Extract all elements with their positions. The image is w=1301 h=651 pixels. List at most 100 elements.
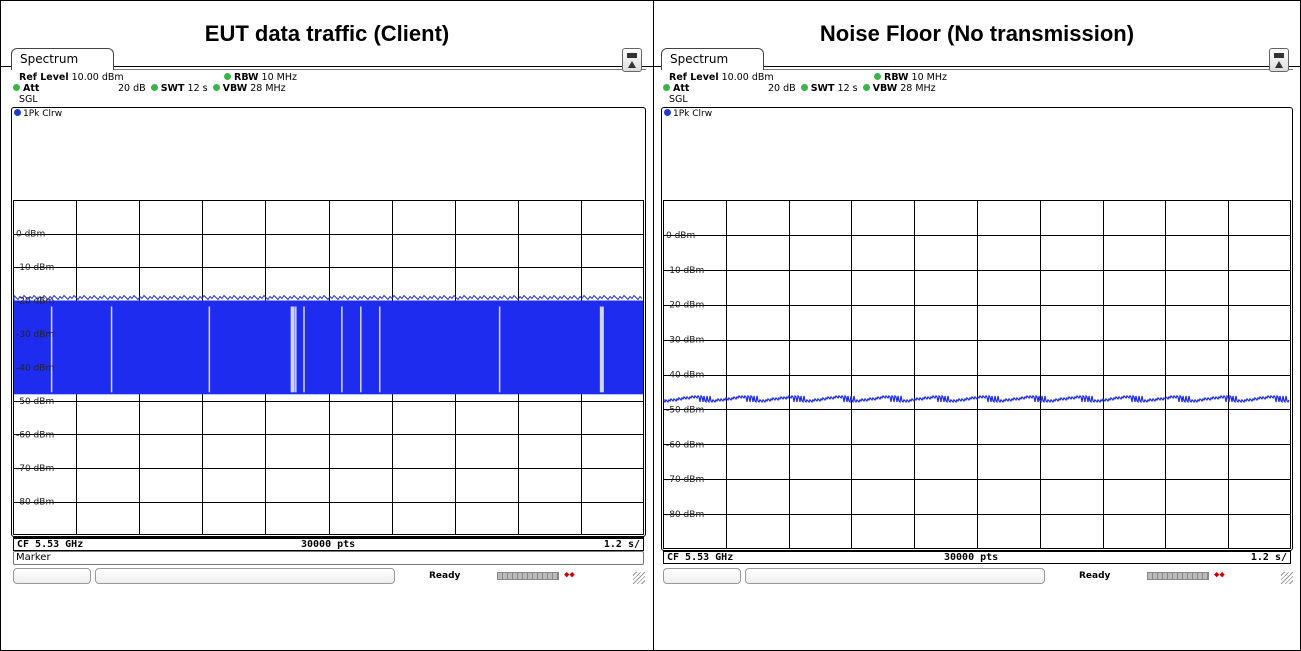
y-tick-label: -30 dBm (666, 336, 704, 346)
y-tick-label: -50 dBm (666, 405, 704, 415)
att-swt-vbw: 20 dB SWT 12 s VBW 28 MHz (768, 83, 936, 94)
y-tick-label: 0 dBm (666, 231, 695, 241)
att-indicator-icon (13, 84, 20, 91)
trace-label: 1Pk Clrw (664, 109, 712, 119)
ref-level-label: Ref Level (19, 72, 69, 83)
trace-window: 1Pk Clrw (11, 107, 646, 537)
vbw-value: 28 MHz (250, 83, 286, 94)
y-tick-label: 0 dBm (16, 230, 45, 240)
y-tick-label: -80 dBm (666, 510, 704, 520)
y-tick-label: -60 dBm (666, 440, 704, 450)
time-per-div: 1.2 s/ (603, 539, 640, 550)
tab-spectrum[interactable]: Spectrum (661, 48, 764, 70)
y-tick-label: -70 dBm (16, 464, 54, 474)
trace-label: 1Pk Clrw (14, 109, 62, 119)
y-tick-label: -40 dBm (666, 371, 704, 381)
trace-indicator-icon (14, 109, 21, 116)
tab-underline (764, 69, 1293, 70)
softkey-field-2[interactable] (95, 568, 395, 584)
status-bar: Ready ◆◆ (661, 568, 1293, 586)
softkey-field-1[interactable] (663, 568, 741, 584)
rs-logo-icon: ◆◆ (564, 570, 575, 580)
softkey-field-1[interactable] (13, 568, 91, 584)
trace-label-text: 1Pk Clrw (23, 109, 63, 119)
y-tick-label: -20 dBm (16, 297, 54, 307)
traffic-trace-peak (13, 294, 643, 301)
rbw-indicator-icon (224, 73, 231, 80)
plot-footer: CF 5.53 GHz 30000 pts 1.2 s/ (663, 550, 1291, 564)
y-tick-label: -30 dBm (16, 330, 54, 340)
rbw-setting: RBW 10 MHz (222, 72, 297, 83)
rbw-indicator-icon (874, 73, 881, 80)
ref-level-label: Ref Level (669, 72, 719, 83)
traffic-gap (498, 306, 501, 393)
traffic-gap (110, 306, 113, 393)
resize-grip-icon[interactable] (1281, 572, 1293, 584)
progress-indicator (497, 572, 559, 580)
rbw-value: 10 MHz (261, 72, 297, 83)
resize-grip-icon[interactable] (633, 572, 645, 584)
center-frequency: CF 5.53 GHz (17, 539, 84, 550)
display-config-icon[interactable] (1269, 48, 1289, 72)
sweep-mode: SGL (669, 94, 688, 105)
att-swt-vbw: 20 dB SWT 12 s VBW 28 MHz (118, 83, 286, 94)
settings-line-1: Ref Level 10.00 dBm (669, 72, 774, 83)
display-config-icon[interactable] (622, 48, 642, 72)
sweep-mode: SGL (19, 94, 38, 105)
spectrum-plot: 0 dBm -10 dBm -20 dBm -30 dBm -40 dBm -50 dBm… (13, 200, 644, 535)
ref-level-value: 10.00 dBm (71, 72, 124, 83)
panel-header: Noise Floor (No transmission) (654, 1, 1300, 67)
status-bar: Ready ◆◆ (11, 568, 646, 586)
vbw-label: VBW (872, 83, 898, 94)
sweep-points: 30000 pts (301, 539, 356, 550)
spectrum-analyzer-screen: Spectrum Ref Level 10.00 dBm RBW 10 MHz … (661, 48, 1293, 603)
vbw-indicator-icon (212, 84, 220, 91)
traffic-gap (290, 306, 295, 393)
trace-indicator-icon (664, 109, 671, 116)
trace-label-text: 1Pk Clrw (673, 109, 713, 119)
vbw-label: VBW (222, 83, 248, 94)
panel-eut-traffic: EUT data traffic (Client) Spectrum Ref L… (1, 1, 654, 650)
y-tick-label: -60 dBm (16, 431, 54, 441)
tab-spectrum[interactable]: Spectrum (11, 48, 114, 70)
plot-footer: CF 5.53 GHz 30000 pts 1.2 s/ (13, 537, 644, 551)
att-value: 20 dB (768, 83, 796, 94)
y-tick-label: -10 dBm (666, 266, 704, 276)
rbw-label: RBW (884, 72, 909, 83)
vbw-value: 28 MHz (900, 83, 936, 94)
status-text: Ready (429, 571, 461, 581)
att-indicator-icon (663, 84, 670, 91)
traffic-trace-band (14, 300, 643, 395)
spectrum-analyzer-screen: Spectrum Ref Level 10.00 dBm RBW 10 MHz … (11, 48, 646, 603)
traffic-gap (295, 306, 297, 393)
time-per-div: 1.2 s/ (1250, 552, 1287, 563)
traffic-gap (341, 306, 343, 393)
center-frequency: CF 5.53 GHz (667, 552, 734, 563)
traffic-gap (50, 306, 53, 393)
swt-indicator-icon (150, 84, 158, 91)
panel-noise-floor: Noise Floor (No transmission) Spectrum R… (654, 1, 1300, 650)
settings-line-2: Att (661, 83, 689, 94)
y-tick-label: -50 dBm (16, 397, 54, 407)
y-tick-label: -40 dBm (16, 364, 54, 374)
spectrum-plot: 0 dBm -10 dBm -20 dBm -30 dBm -40 dBm -50 dBm… (663, 200, 1291, 549)
swt-value: 12 s (187, 83, 208, 94)
rbw-setting: RBW 10 MHz (872, 72, 947, 83)
softkey-field-2[interactable] (745, 568, 1045, 584)
swt-indicator-icon (800, 84, 808, 91)
progress-indicator (1147, 572, 1209, 580)
settings-line-2: Att (11, 83, 39, 94)
settings-line-1: Ref Level 10.00 dBm (19, 72, 124, 83)
att-value: 20 dB (118, 83, 146, 94)
traffic-gap (208, 306, 211, 393)
ref-level-value: 10.00 dBm (721, 72, 774, 83)
swt-label: SWT (160, 83, 185, 94)
att-label: Att (23, 83, 40, 94)
traffic-gap (599, 306, 604, 393)
rs-logo-icon: ◆◆ (1214, 570, 1225, 580)
status-text: Ready (1079, 571, 1111, 581)
traffic-gap (378, 306, 381, 393)
panel-header: EUT data traffic (Client) (1, 1, 653, 67)
marker-table[interactable]: Marker (13, 551, 644, 565)
